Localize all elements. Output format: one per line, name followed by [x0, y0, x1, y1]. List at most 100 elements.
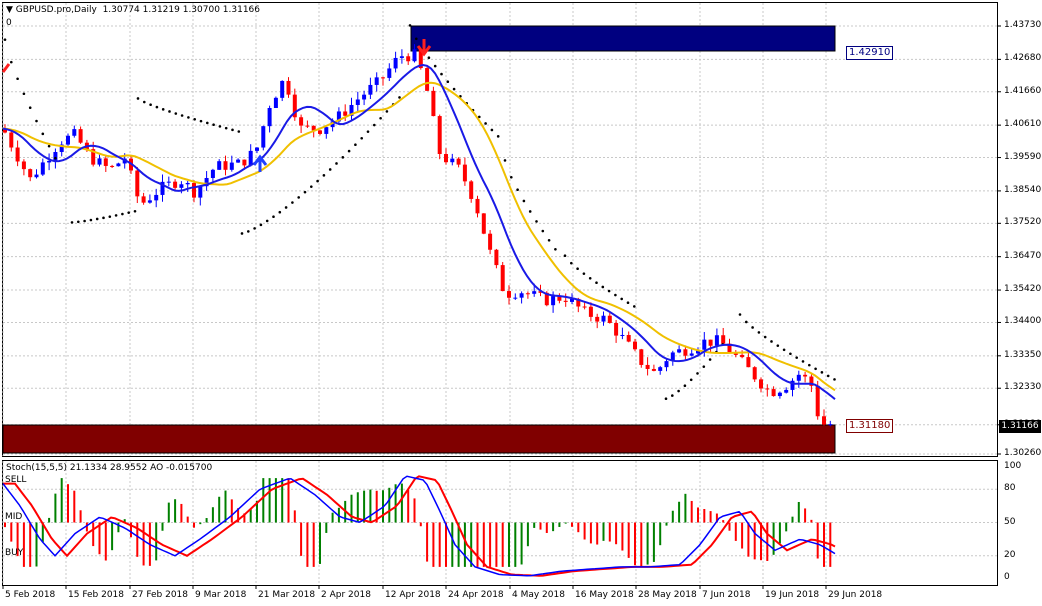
ao-bar — [697, 507, 699, 523]
sar-dot — [801, 360, 805, 363]
candle-body — [456, 158, 461, 165]
stoch-tick-label: 100 — [1004, 461, 1022, 471]
sar-dot — [22, 92, 26, 96]
sar-dot — [187, 116, 190, 119]
candle-body — [500, 265, 505, 292]
candle-body — [570, 298, 574, 302]
sar-dot — [366, 130, 370, 133]
ao-bar — [400, 483, 403, 523]
candle-body — [135, 170, 140, 197]
candle-body — [614, 322, 619, 336]
sar-dot — [77, 220, 80, 224]
ao-bar — [375, 490, 378, 523]
candle-body — [236, 159, 241, 163]
ao-bar — [703, 508, 706, 523]
sar-dot — [776, 344, 780, 347]
ao-bar — [10, 522, 13, 542]
candle-body — [513, 297, 518, 299]
ao-bar — [715, 513, 718, 523]
sar-dot — [102, 216, 105, 220]
sar-dot — [206, 121, 209, 125]
candle-body — [519, 293, 524, 298]
ao-bar — [747, 522, 750, 557]
sar-dot — [272, 215, 275, 218]
candle-body — [595, 316, 600, 322]
ao-bar — [457, 522, 460, 567]
ao-bar — [470, 522, 473, 567]
sar-dot — [114, 214, 118, 217]
candle-body — [683, 349, 688, 356]
ao-bar — [180, 503, 183, 523]
sar-dot — [231, 128, 234, 132]
collapse-triangle-icon[interactable]: ▼ — [6, 5, 13, 15]
window-index: 0 — [6, 18, 12, 28]
sar-dot — [440, 72, 443, 76]
candle-body — [507, 291, 511, 298]
ao-bar — [293, 510, 296, 523]
sar-dot — [826, 374, 830, 378]
price-chart-panel[interactable] — [2, 2, 998, 457]
candle-body — [418, 49, 423, 69]
ao-bar — [426, 522, 429, 562]
sar-dot — [259, 223, 263, 227]
ao-bar — [690, 500, 693, 523]
ao-bar — [659, 522, 662, 546]
stoch-tick-label: 50 — [1004, 516, 1016, 527]
sar-dot — [446, 80, 450, 84]
sar-dot — [303, 190, 307, 194]
stochastic-signal-line — [3, 475, 836, 577]
sar-dot — [70, 221, 74, 224]
candle-body — [702, 339, 707, 350]
sell-level-label: SELL — [5, 475, 27, 485]
ao-bar — [85, 522, 88, 532]
candle-body — [116, 163, 121, 167]
sar-dot — [478, 115, 481, 119]
candle-body — [645, 364, 650, 369]
slow-moving-average-line — [2, 81, 836, 392]
sar-dot — [588, 277, 592, 280]
candle-body — [223, 161, 228, 170]
sar-dot — [347, 149, 351, 153]
ao-bar — [123, 519, 126, 523]
candle-body — [601, 315, 606, 322]
ao-bar — [130, 522, 132, 538]
ao-bar — [224, 490, 227, 523]
candle-body — [689, 353, 694, 356]
sar-dot — [415, 37, 418, 41]
sar-dot — [535, 220, 538, 223]
candle-body — [210, 169, 215, 178]
candle-body — [809, 376, 814, 386]
candle-body — [311, 125, 316, 131]
sar-dot — [95, 217, 99, 221]
candle-body — [28, 169, 33, 178]
candle-body — [607, 315, 612, 323]
sar-dot — [607, 289, 611, 293]
sar-dot — [89, 218, 93, 222]
ao-bar — [319, 522, 321, 564]
ao-bar — [501, 522, 504, 567]
sar-dot — [664, 397, 668, 401]
candle-body — [141, 196, 146, 203]
support-price-label: 1.31180 — [846, 419, 894, 433]
date-tick-label: 21 Mar 2018 — [258, 590, 316, 600]
price-tick-label: 1.38540 — [1004, 184, 1042, 195]
ao-bar — [482, 522, 485, 567]
candle-body — [532, 291, 537, 294]
sar-dot — [127, 211, 130, 214]
sar-dot — [133, 209, 137, 213]
sar-dot — [677, 389, 680, 393]
ao-bar — [249, 509, 252, 523]
sar-dot — [10, 60, 13, 64]
ao-bar — [29, 522, 32, 567]
candle-body — [381, 77, 385, 79]
sar-dot — [212, 123, 215, 126]
sar-dot — [795, 356, 798, 359]
sar-dot — [379, 116, 382, 120]
candle-body — [538, 291, 543, 293]
sar-dot — [541, 229, 545, 233]
ao-bar — [205, 518, 208, 523]
candle-body — [399, 56, 404, 58]
sar-dot — [696, 372, 699, 375]
candle-body — [450, 158, 455, 163]
candle-body — [72, 129, 77, 136]
